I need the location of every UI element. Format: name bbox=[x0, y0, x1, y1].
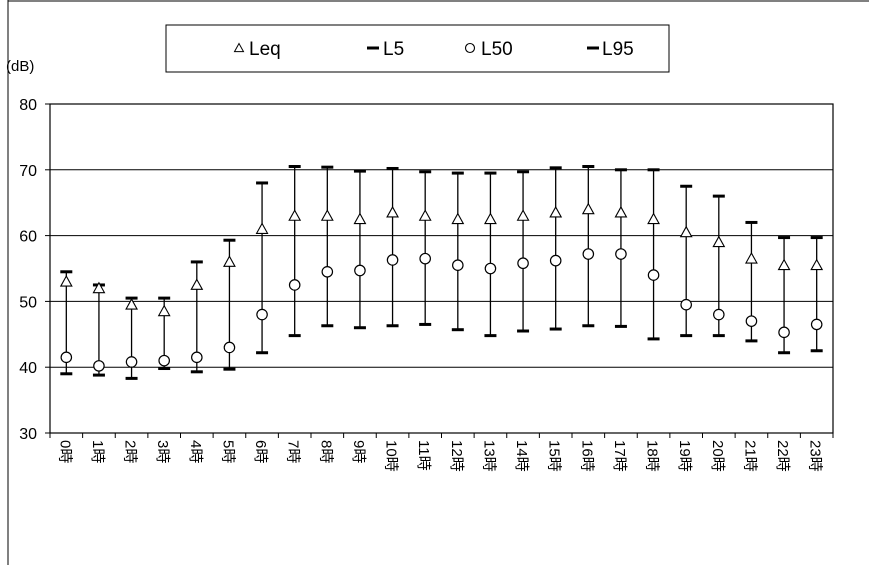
y-tick-label: 50 bbox=[19, 294, 37, 311]
point-l50 bbox=[386, 254, 399, 266]
x-tick-label: 20時 bbox=[709, 440, 726, 472]
point-leq bbox=[614, 205, 628, 218]
x-tick-label: 6時 bbox=[252, 440, 269, 463]
point-l50 bbox=[615, 248, 627, 260]
x-tick-label: 19時 bbox=[676, 440, 693, 472]
point-leq bbox=[59, 275, 73, 287]
legend: Leq L5 L50 L95 bbox=[165, 24, 670, 73]
x-tick-label: 0時 bbox=[56, 440, 73, 463]
x-tick-label: 3時 bbox=[154, 440, 171, 463]
point-leq bbox=[549, 205, 563, 218]
point-l50 bbox=[778, 326, 790, 339]
x-tick-label: 12時 bbox=[448, 440, 465, 472]
x-tick-label: 22時 bbox=[774, 440, 791, 472]
point-l50 bbox=[288, 279, 301, 291]
point-l50 bbox=[93, 360, 105, 372]
point-l50 bbox=[680, 298, 692, 311]
x-tick-label: 23時 bbox=[807, 440, 824, 472]
x-tick-label: 15時 bbox=[546, 440, 563, 472]
x-tick-label: 11時 bbox=[415, 440, 432, 471]
point-leq bbox=[647, 212, 660, 225]
point-leq bbox=[810, 258, 824, 271]
point-leq bbox=[679, 225, 693, 238]
legend-label: L95 bbox=[602, 39, 634, 60]
x-tick-label: 18時 bbox=[644, 440, 661, 472]
x-tick-label: 5時 bbox=[219, 440, 236, 463]
x-tick-label: 16時 bbox=[578, 440, 595, 472]
point-l50 bbox=[321, 265, 334, 278]
point-l50 bbox=[549, 254, 562, 267]
x-tick-label: 1時 bbox=[89, 440, 106, 463]
legend-marker bbox=[233, 42, 245, 53]
point-l50 bbox=[810, 318, 823, 331]
point-l50 bbox=[517, 257, 529, 270]
point-leq bbox=[386, 205, 399, 218]
x-tick-label: 21時 bbox=[741, 440, 758, 472]
point-leq bbox=[255, 222, 269, 234]
gridlines bbox=[50, 169, 833, 368]
point-leq bbox=[777, 258, 791, 271]
point-leq bbox=[353, 212, 367, 225]
point-leq bbox=[92, 281, 106, 294]
point-leq bbox=[320, 209, 334, 221]
point-leq bbox=[157, 304, 171, 317]
point-l50 bbox=[223, 341, 236, 354]
point-leq bbox=[418, 209, 432, 221]
legend-label: L5 bbox=[383, 39, 404, 60]
point-leq bbox=[516, 209, 530, 221]
y-axis-unit: (dB) bbox=[6, 58, 34, 75]
y-tick-label: 40 bbox=[19, 360, 37, 377]
point-leq bbox=[484, 212, 497, 225]
y-axis: 30 40 50 60 70 80 bbox=[19, 97, 50, 443]
point-l50 bbox=[713, 308, 725, 321]
legend-label: L50 bbox=[481, 39, 513, 60]
data-marks bbox=[59, 165, 824, 380]
x-tick-label: 14時 bbox=[513, 440, 530, 472]
point-l50 bbox=[484, 262, 497, 275]
point-leq bbox=[745, 251, 758, 264]
point-l50 bbox=[452, 259, 464, 272]
point-l50 bbox=[745, 315, 758, 327]
y-tick-label: 30 bbox=[19, 426, 37, 443]
point-leq bbox=[581, 202, 595, 215]
legend-box bbox=[165, 24, 670, 73]
point-leq bbox=[190, 278, 204, 290]
x-tick-label: 4時 bbox=[187, 440, 204, 463]
x-tick-label: 9時 bbox=[350, 440, 367, 463]
point-leq bbox=[223, 255, 236, 267]
x-tick-label: 2時 bbox=[122, 440, 139, 463]
point-l50 bbox=[582, 248, 595, 260]
x-tick-label: 10時 bbox=[383, 440, 400, 472]
plot-area bbox=[49, 103, 834, 434]
x-tick-label: 17時 bbox=[611, 440, 628, 472]
legend-marker bbox=[464, 42, 476, 54]
point-leq bbox=[288, 209, 302, 221]
point-l50 bbox=[354, 264, 366, 277]
point-l50 bbox=[191, 351, 203, 364]
x-tick-label: 7時 bbox=[285, 440, 302, 463]
y-tick-label: 80 bbox=[19, 97, 37, 114]
point-leq bbox=[451, 212, 465, 225]
point-l50 bbox=[256, 308, 268, 321]
x-axis: 0時 1時 2時 3時 4時 5時 6時 7時 8時 9時 10時 11時 12時 13時 14時 15時 16… bbox=[49, 433, 834, 472]
y-tick-label: 70 bbox=[19, 163, 37, 180]
range-bars bbox=[65, 166, 818, 379]
point-l50 bbox=[125, 356, 138, 368]
point-l50 bbox=[158, 354, 170, 367]
point-leq bbox=[125, 298, 138, 310]
y-tick-label: 60 bbox=[19, 229, 37, 246]
x-tick-label: 8時 bbox=[317, 440, 334, 463]
x-tick-label: 13時 bbox=[480, 440, 497, 472]
point-l50 bbox=[419, 252, 431, 265]
point-l50 bbox=[647, 269, 660, 281]
legend-label: Leq bbox=[249, 39, 281, 60]
point-leq bbox=[712, 235, 726, 248]
point-l50 bbox=[60, 351, 73, 364]
